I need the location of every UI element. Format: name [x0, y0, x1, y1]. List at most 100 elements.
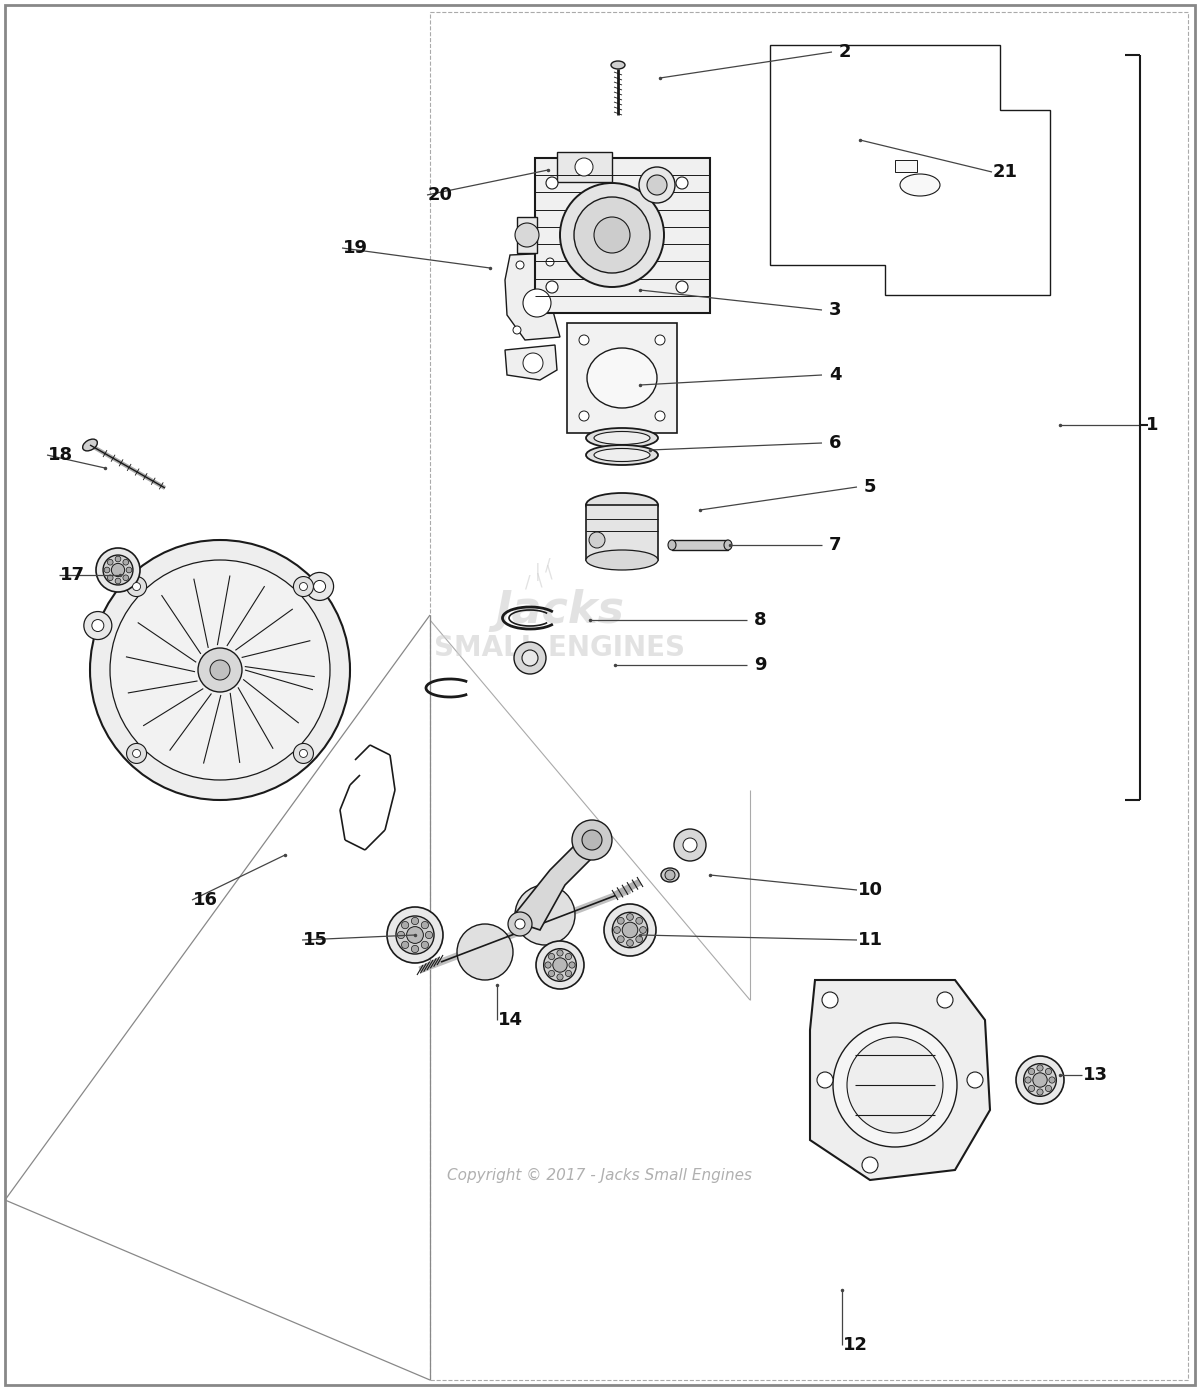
Ellipse shape — [661, 867, 679, 883]
Circle shape — [544, 949, 576, 981]
Text: 7: 7 — [829, 537, 841, 555]
Text: 2: 2 — [839, 43, 851, 61]
Circle shape — [96, 548, 140, 592]
Circle shape — [546, 281, 558, 293]
Circle shape — [553, 958, 568, 972]
Circle shape — [612, 912, 648, 948]
Ellipse shape — [586, 493, 658, 517]
Polygon shape — [505, 253, 560, 341]
Circle shape — [107, 559, 113, 566]
Ellipse shape — [586, 445, 658, 466]
Circle shape — [1037, 1088, 1043, 1095]
Circle shape — [412, 945, 419, 952]
Circle shape — [126, 577, 146, 596]
Text: |: | — [535, 563, 541, 581]
Circle shape — [574, 197, 650, 272]
Text: 4: 4 — [829, 366, 841, 384]
Circle shape — [638, 167, 674, 203]
Text: 16: 16 — [192, 891, 217, 909]
Circle shape — [107, 575, 113, 581]
Circle shape — [613, 927, 620, 933]
Circle shape — [397, 931, 404, 938]
Circle shape — [306, 573, 334, 600]
Bar — [535, 158, 710, 313]
Text: 3: 3 — [829, 302, 841, 318]
Circle shape — [578, 335, 589, 345]
Circle shape — [1028, 1069, 1034, 1074]
Circle shape — [122, 559, 128, 566]
Text: SMALL ENGINES: SMALL ENGINES — [434, 634, 685, 662]
Circle shape — [421, 941, 428, 948]
Circle shape — [122, 575, 128, 581]
Circle shape — [676, 177, 688, 189]
Circle shape — [548, 970, 554, 977]
Circle shape — [515, 885, 575, 945]
Text: 10: 10 — [858, 881, 882, 899]
Circle shape — [560, 183, 664, 286]
Circle shape — [640, 927, 647, 933]
Circle shape — [132, 582, 140, 591]
Circle shape — [1045, 1069, 1051, 1074]
Ellipse shape — [594, 431, 650, 445]
Circle shape — [582, 830, 602, 851]
Circle shape — [546, 259, 554, 265]
Circle shape — [522, 651, 538, 666]
Polygon shape — [810, 980, 990, 1180]
Circle shape — [132, 749, 140, 758]
Text: Jacks: Jacks — [496, 588, 624, 631]
Text: /: / — [545, 556, 551, 574]
Circle shape — [618, 935, 624, 942]
Text: 8: 8 — [754, 612, 767, 630]
Circle shape — [545, 962, 551, 967]
Ellipse shape — [668, 539, 676, 550]
Text: \: \ — [547, 563, 553, 581]
Circle shape — [676, 281, 688, 293]
Bar — [517, 217, 536, 253]
Bar — [566, 322, 677, 434]
Circle shape — [294, 744, 313, 763]
Text: 18: 18 — [48, 446, 72, 464]
Ellipse shape — [587, 348, 658, 409]
Text: 5: 5 — [864, 478, 876, 496]
Ellipse shape — [611, 61, 625, 70]
Circle shape — [636, 935, 642, 942]
Circle shape — [1049, 1077, 1055, 1083]
Circle shape — [402, 941, 409, 948]
Circle shape — [407, 927, 424, 944]
Circle shape — [516, 261, 524, 270]
Text: 21: 21 — [992, 163, 1018, 181]
Circle shape — [103, 555, 133, 585]
Circle shape — [523, 289, 551, 317]
Circle shape — [1037, 1065, 1043, 1072]
Circle shape — [817, 1072, 833, 1088]
Circle shape — [618, 917, 624, 924]
Circle shape — [294, 577, 313, 596]
Circle shape — [622, 922, 637, 938]
Circle shape — [1033, 1073, 1048, 1087]
Text: Copyright © 2017 - Jacks Small Engines: Copyright © 2017 - Jacks Small Engines — [448, 1168, 752, 1183]
Text: 13: 13 — [1082, 1066, 1108, 1084]
Polygon shape — [510, 835, 605, 930]
Circle shape — [1028, 1086, 1034, 1091]
Text: 20: 20 — [427, 186, 452, 204]
Polygon shape — [505, 345, 557, 379]
Circle shape — [112, 563, 125, 577]
Text: \: \ — [538, 571, 542, 589]
Circle shape — [833, 1023, 956, 1147]
Circle shape — [1024, 1063, 1056, 1097]
Circle shape — [425, 931, 433, 938]
Circle shape — [300, 749, 307, 758]
Circle shape — [104, 567, 110, 573]
Circle shape — [523, 353, 542, 373]
Circle shape — [626, 913, 634, 920]
Circle shape — [548, 954, 554, 959]
Circle shape — [572, 820, 612, 860]
Circle shape — [565, 970, 571, 977]
Ellipse shape — [724, 539, 732, 550]
Circle shape — [84, 612, 112, 639]
Circle shape — [1025, 1077, 1031, 1083]
Ellipse shape — [586, 550, 658, 570]
Circle shape — [862, 1156, 878, 1173]
Circle shape — [402, 922, 409, 929]
Circle shape — [115, 556, 121, 562]
